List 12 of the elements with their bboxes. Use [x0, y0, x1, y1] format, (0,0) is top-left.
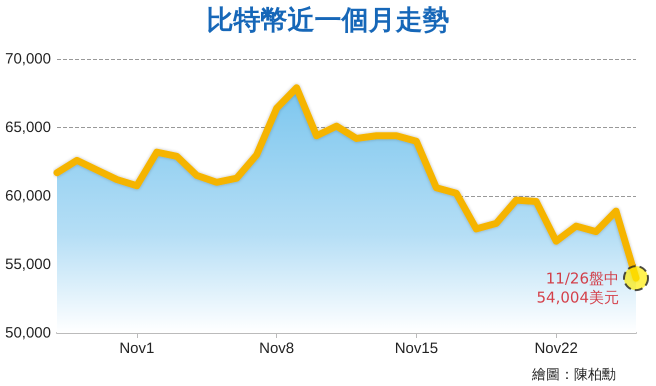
x-tick-label: Nov15 — [394, 340, 438, 357]
x-tick-label: Nov1 — [119, 340, 154, 357]
y-tick-label: 70,000 — [5, 50, 51, 68]
y-tick-label: 65,000 — [5, 119, 51, 136]
y-tick-label: 55,000 — [5, 256, 51, 273]
annotation: 11/26盤中 54,004美元 — [536, 270, 619, 307]
chart-title: 比特幣近一個月走勢 — [206, 5, 450, 36]
x-tick-label: Nov8 — [259, 340, 294, 357]
x-tick-label: Nov22 — [534, 340, 578, 357]
text: 繪圖：陳柏勳 — [531, 367, 616, 383]
y-tick-label: 60,000 — [5, 188, 51, 204]
y-tick-label: 50,000 — [5, 324, 51, 342]
